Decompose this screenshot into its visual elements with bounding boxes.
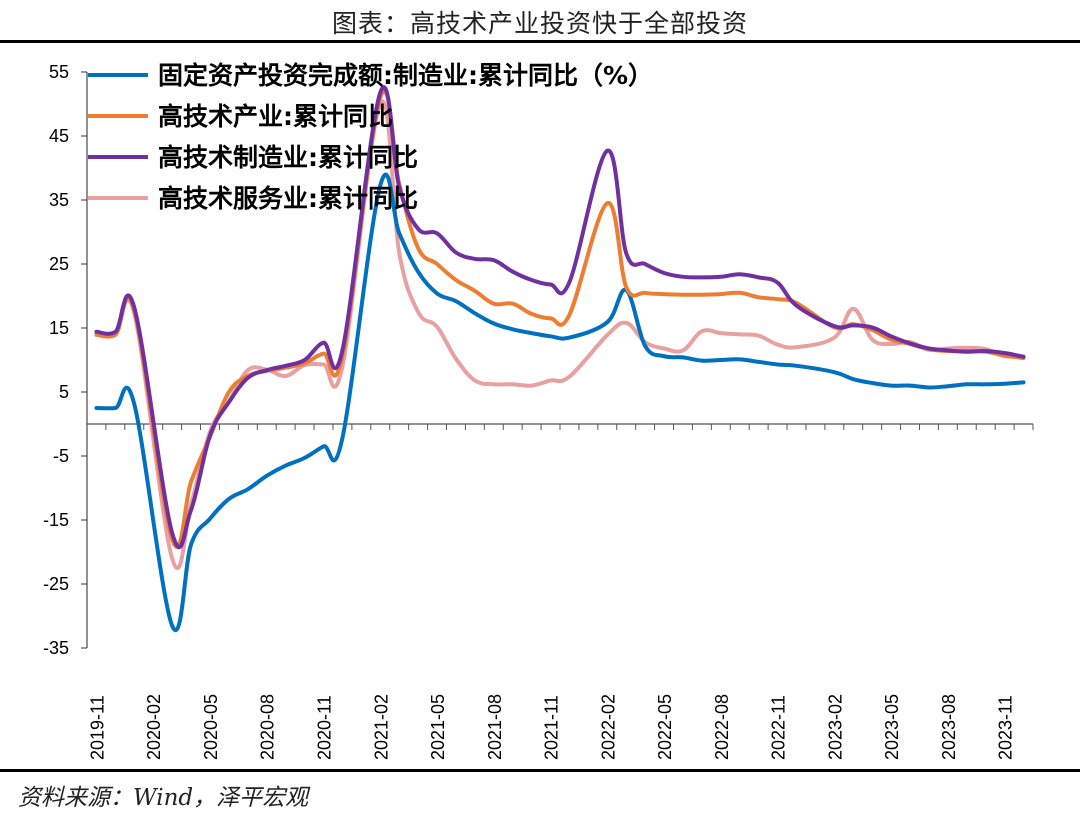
x-tick-label: 2023-05 xyxy=(882,694,902,760)
x-tick-label: 2022-02 xyxy=(598,694,618,760)
y-tick-label: -25 xyxy=(43,574,69,594)
series-line-1 xyxy=(94,172,1026,632)
x-tick-label: 2022-11 xyxy=(769,695,789,760)
legend-label: 高技术制造业:累计同比 xyxy=(158,143,418,172)
x-tick-label: 2019-11 xyxy=(87,695,107,760)
legend-label: 高技术产业:累计同比 xyxy=(158,102,393,131)
y-tick-label: -15 xyxy=(43,510,69,530)
series-line-4 xyxy=(94,99,1026,570)
legend-label: 固定资产投资完成额:制造业:累计同比（%） xyxy=(158,61,653,90)
series-line-3 xyxy=(94,85,1026,550)
y-tick-label: -5 xyxy=(53,446,69,466)
x-tick-label: 2022-05 xyxy=(655,694,675,760)
x-tick-label: 2020-05 xyxy=(201,694,221,760)
y-tick-label: 45 xyxy=(49,126,69,146)
x-tick-label: 2021-02 xyxy=(371,694,391,760)
y-tick-label: 5 xyxy=(59,382,69,402)
x-tick-label: 2023-02 xyxy=(825,694,845,760)
x-tick-label: 2020-08 xyxy=(258,694,278,760)
x-tick-label: 2022-08 xyxy=(712,694,732,760)
legend: 固定资产投资完成额:制造业:累计同比（%） 高技术产业:累计同比高技术制造业:累计… xyxy=(88,61,653,213)
axes-group: 55 45 35 25 15 5 -5 -15 -25 -35 2019-11 2020-02 2020… xyxy=(43,62,1034,760)
y-tick-label: 15 xyxy=(49,318,69,338)
x-tick-label: 2021-05 xyxy=(428,694,448,760)
top-divider xyxy=(0,40,1080,43)
chart-title: 图表：高技术产业投资快于全部投资 xyxy=(331,9,748,38)
source-note: 资料来源：Wind，泽平宏观 xyxy=(18,785,309,811)
x-tick-label: 2020-11 xyxy=(315,695,335,760)
x-tick-label: 2023-11 xyxy=(996,695,1016,760)
series-lines xyxy=(94,85,1026,632)
series-line-2 xyxy=(94,89,1026,549)
bottom-divider xyxy=(0,769,1080,772)
x-tick-label: 2020-02 xyxy=(144,694,164,760)
x-tick-label: 2023-08 xyxy=(939,694,959,760)
x-tick-label: 2021-11 xyxy=(542,695,562,760)
y-tick-label: 25 xyxy=(49,254,69,274)
legend-label: 高技术服务业:累计同比 xyxy=(158,184,418,213)
x-tick-label: 2021-08 xyxy=(485,694,505,760)
y-tick-label: 35 xyxy=(49,190,69,210)
y-tick-label: -35 xyxy=(43,638,69,658)
y-tick-label: 55 xyxy=(49,62,69,82)
